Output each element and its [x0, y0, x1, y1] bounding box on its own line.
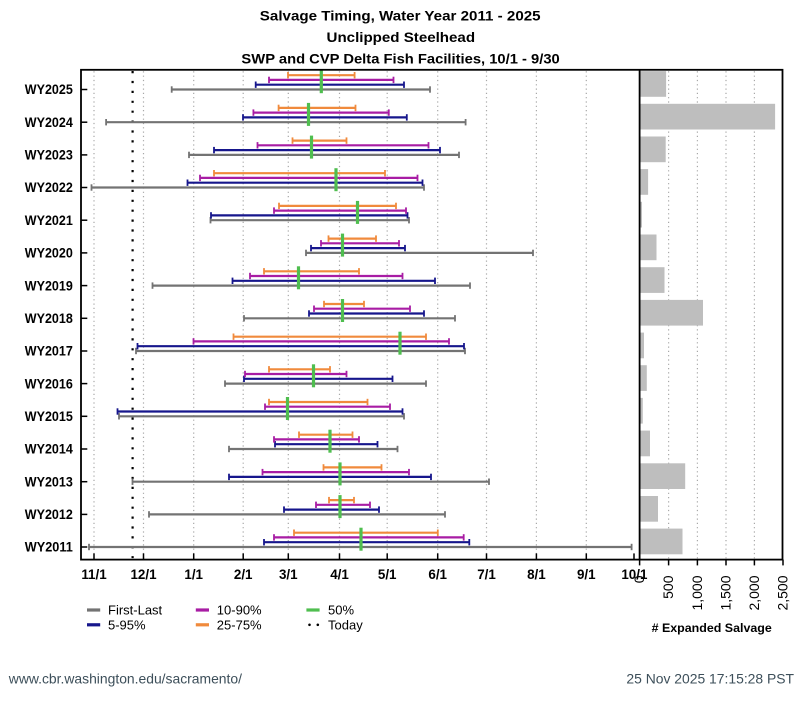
svg-text:SWP and CVP Delta Fish Facilit: SWP and CVP Delta Fish Facilities, 10/1 … [241, 51, 560, 67]
svg-text:WY2014: WY2014 [25, 442, 73, 458]
svg-text:10/1: 10/1 [621, 567, 648, 582]
svg-text:First-Last: First-Last [108, 603, 163, 618]
svg-text:50%: 50% [328, 603, 354, 618]
svg-text:WY2013: WY2013 [25, 474, 73, 490]
svg-text:1,000: 1,000 [689, 575, 705, 610]
svg-text:500: 500 [660, 575, 676, 599]
svg-text:10-90%: 10-90% [217, 603, 262, 618]
svg-text:WY2020: WY2020 [25, 246, 73, 262]
svg-text:9/1: 9/1 [577, 567, 596, 582]
svg-text:5-95%: 5-95% [108, 617, 146, 632]
svg-text:WY2022: WY2022 [25, 180, 73, 196]
svg-text:WY2023: WY2023 [25, 148, 73, 164]
svg-text:4/1: 4/1 [330, 567, 349, 582]
svg-text:12/1: 12/1 [130, 567, 157, 582]
svg-text:3/1: 3/1 [279, 567, 298, 582]
svg-text:WY2017: WY2017 [25, 344, 73, 360]
svg-text:1/1: 1/1 [184, 567, 203, 582]
svg-text:WY2015: WY2015 [25, 409, 73, 425]
svg-text:WY2016: WY2016 [25, 376, 73, 392]
svg-text:6/1: 6/1 [428, 567, 447, 582]
svg-text:WY2024: WY2024 [25, 115, 73, 131]
svg-text:1,500: 1,500 [718, 575, 734, 610]
svg-text:WY2012: WY2012 [25, 507, 73, 523]
svg-text:WY2011: WY2011 [25, 540, 73, 556]
svg-text:7/1: 7/1 [477, 567, 496, 582]
svg-text:25 Nov 2025 17:15:28 PST: 25 Nov 2025 17:15:28 PST [626, 671, 794, 687]
svg-text:# Expanded Salvage: # Expanded Salvage [652, 621, 772, 635]
svg-text:www.cbr.washington.edu/sacrame: www.cbr.washington.edu/sacramento/ [8, 671, 242, 687]
svg-text:Unclipped Steelhead: Unclipped Steelhead [327, 29, 476, 45]
svg-text:2,500: 2,500 [775, 575, 791, 610]
svg-text:WY2025: WY2025 [25, 82, 73, 98]
svg-text:0: 0 [631, 575, 647, 583]
svg-text:2,000: 2,000 [746, 575, 762, 610]
svg-text:5/1: 5/1 [378, 567, 397, 582]
svg-text:25-75%: 25-75% [217, 617, 262, 632]
svg-text:2/1: 2/1 [234, 567, 253, 582]
svg-text:WY2019: WY2019 [25, 278, 73, 294]
svg-text:11/1: 11/1 [81, 567, 107, 582]
svg-text:WY2018: WY2018 [25, 311, 73, 327]
svg-text:Today: Today [328, 617, 363, 632]
svg-text:8/1: 8/1 [527, 567, 546, 582]
svg-text:WY2021: WY2021 [25, 213, 73, 229]
svg-text:Salvage Timing, Water Year 201: Salvage Timing, Water Year 2011 - 2025 [260, 8, 541, 24]
